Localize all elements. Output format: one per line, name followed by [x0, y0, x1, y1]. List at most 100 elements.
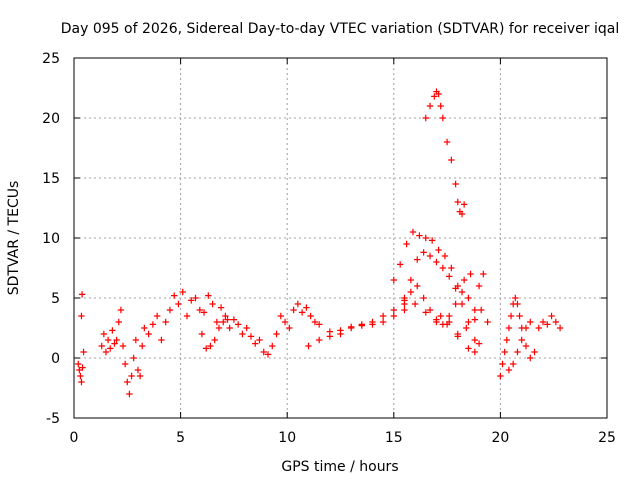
data-point [475, 340, 483, 347]
data-point [471, 306, 479, 314]
data-point [401, 306, 408, 314]
data-point [454, 198, 461, 206]
data-point [141, 324, 148, 332]
data-point [480, 270, 487, 278]
data-point [471, 348, 479, 356]
data-point [269, 342, 276, 350]
data-point [113, 336, 120, 344]
data-point [439, 321, 447, 328]
data-point [77, 372, 84, 380]
data-point [205, 292, 212, 299]
data-point [111, 340, 118, 347]
data-point [128, 372, 135, 380]
data-point [446, 318, 453, 326]
data-point [428, 237, 436, 244]
data-point [277, 312, 285, 320]
data-point [478, 306, 485, 314]
data-point [527, 318, 534, 326]
data-point [79, 364, 86, 371]
data-point [409, 228, 417, 236]
data-point [454, 330, 461, 338]
data-point [446, 273, 453, 280]
y-tick-label: 25 [42, 51, 60, 67]
data-point [437, 312, 444, 320]
data-point [224, 316, 231, 323]
data-point [531, 348, 538, 356]
data-point [426, 306, 434, 314]
y-tick-label: 5 [51, 291, 60, 307]
x-tick-label: 0 [70, 430, 79, 446]
data-point [465, 294, 472, 302]
data-point [422, 234, 429, 242]
data-point [527, 354, 534, 362]
data-point [499, 360, 506, 368]
data-point [548, 312, 555, 320]
data-point [416, 232, 423, 239]
data-point [390, 306, 397, 314]
data-point [196, 306, 203, 314]
data-point [522, 342, 530, 350]
x-tick-label: 20 [491, 430, 509, 446]
data-point [243, 324, 250, 332]
data-point [303, 304, 310, 311]
data-point [188, 297, 195, 304]
data-point [420, 249, 427, 256]
data-point [126, 390, 133, 398]
data-point [215, 324, 223, 332]
data-point [448, 156, 455, 164]
data-point [407, 288, 415, 296]
data-point [337, 327, 344, 334]
data-point [211, 336, 218, 344]
data-point [467, 270, 474, 278]
data-point [379, 318, 387, 326]
data-point [119, 342, 127, 350]
data-point [552, 318, 560, 326]
chart-title: Day 095 of 2026, Sidereal Day-to-day VTE… [61, 21, 619, 37]
data-point [458, 300, 466, 308]
data-point [431, 93, 438, 100]
data-point [217, 304, 225, 311]
axis-ticks: 0 5 10 15 20 25 -5 0 5 10 15 20 25 [42, 51, 616, 446]
data-point [439, 264, 447, 272]
data-point [460, 276, 468, 284]
data-point [501, 348, 508, 356]
data-point [460, 201, 468, 208]
data-point [109, 327, 116, 334]
data-point [256, 336, 263, 344]
data-point [379, 312, 387, 320]
data-point [222, 312, 229, 320]
data-point [518, 336, 525, 344]
data-point [124, 378, 131, 386]
data-point [458, 288, 466, 296]
data-point [198, 330, 206, 338]
y-tick-label: 0 [51, 351, 60, 367]
data-point [307, 312, 314, 320]
x-axis-label: GPS time / hours [281, 459, 398, 475]
data-point [435, 246, 442, 254]
data-point [78, 312, 85, 320]
data-point [149, 321, 157, 328]
x-tick-label: 15 [385, 430, 403, 446]
data-point [465, 318, 472, 326]
data-point [102, 348, 110, 356]
data-point [136, 372, 144, 380]
data-point [75, 360, 82, 368]
data-point [298, 309, 306, 316]
data-point [448, 264, 455, 272]
data-point [369, 321, 376, 328]
data-point [505, 324, 513, 332]
data-point [426, 102, 434, 110]
data-point [556, 324, 564, 332]
y-tick-label: 10 [42, 231, 60, 247]
data-point [507, 312, 515, 320]
data-point [463, 324, 470, 332]
data-point [401, 294, 408, 302]
data-point [158, 336, 165, 344]
data-point [544, 321, 551, 328]
data-point [347, 324, 355, 332]
y-axis-label: SDTVAR / TECUs [6, 181, 22, 296]
x-tick-label: 10 [278, 430, 296, 446]
data-point [192, 294, 199, 302]
data-point [509, 360, 517, 368]
data-point [121, 360, 129, 368]
